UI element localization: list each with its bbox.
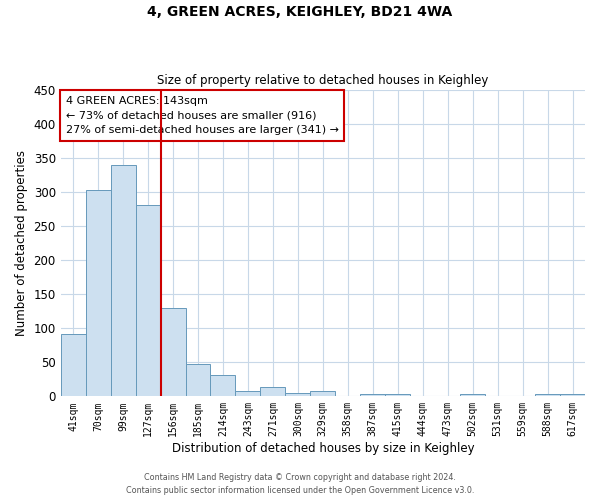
Bar <box>310 391 335 396</box>
Text: 4, GREEN ACRES, KEIGHLEY, BD21 4WA: 4, GREEN ACRES, KEIGHLEY, BD21 4WA <box>148 5 452 19</box>
Bar <box>360 394 385 396</box>
Bar <box>560 394 585 396</box>
Bar <box>260 388 286 396</box>
Title: Size of property relative to detached houses in Keighley: Size of property relative to detached ho… <box>157 74 488 87</box>
Bar <box>110 164 136 396</box>
Bar <box>460 394 485 396</box>
Bar <box>286 393 310 396</box>
Bar <box>61 334 86 396</box>
Text: 4 GREEN ACRES: 143sqm
← 73% of detached houses are smaller (916)
27% of semi-det: 4 GREEN ACRES: 143sqm ← 73% of detached … <box>66 96 339 136</box>
Bar <box>535 394 560 396</box>
Y-axis label: Number of detached properties: Number of detached properties <box>15 150 28 336</box>
Bar <box>136 206 161 396</box>
Bar <box>86 190 110 396</box>
X-axis label: Distribution of detached houses by size in Keighley: Distribution of detached houses by size … <box>172 442 474 455</box>
Bar <box>385 394 410 396</box>
Bar <box>235 391 260 396</box>
Bar <box>161 308 185 396</box>
Text: Contains HM Land Registry data © Crown copyright and database right 2024.
Contai: Contains HM Land Registry data © Crown c… <box>126 474 474 495</box>
Bar <box>211 375 235 396</box>
Bar <box>185 364 211 396</box>
